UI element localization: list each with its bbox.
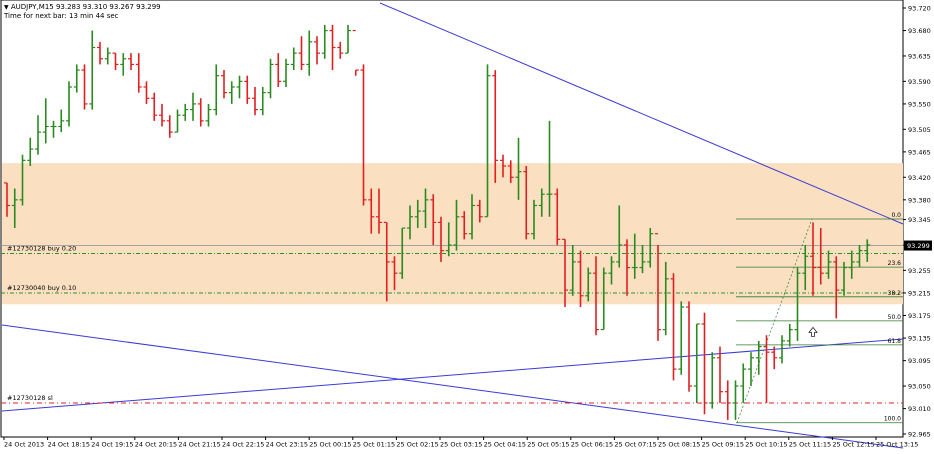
y-axis-tick-label: 92.965 [908,431,931,439]
x-axis-tick-label: 24 Oct 21:15 [178,441,220,449]
symbol-quote: ▼ AUDJPY,M15 93.283 93.310 93.267 93.299 [4,3,161,12]
y-axis-tick-label: 93.505 [908,126,931,134]
fib-level-label: 23.6 [888,260,902,267]
x-axis-tick-label: 24 Oct 22:15 [222,441,264,449]
symbol-quote-text: AUDJPY,M15 93.283 93.310 93.267 93.299 [10,3,161,11]
y-axis-tick-label: 93.175 [908,312,931,320]
fib-level-label: 100.0 [884,416,901,423]
order-label: #12730128 buy 0.20 [7,244,76,252]
y-axis-tick-label: 93.050 [908,383,931,391]
x-axis-tick-label: 24 Oct 18:15 [48,441,90,449]
trendline-lower-rising [1,338,904,412]
y-axis-tick-label: 93.680 [908,27,931,35]
x-axis-tick-label: 24 Oct 23:15 [266,441,308,449]
x-axis-tick-label: 25 Oct 03:15 [440,441,482,449]
arrow-up-icon [808,326,818,337]
x-axis-tick-label: 25 Oct 02:15 [396,441,438,449]
next-bar-timer: Time for next bar: 13 min 44 sec [4,12,119,20]
y-axis-tick-label: 93.215 [908,289,931,297]
fib-anchor-line [736,218,813,423]
y-axis-tick-label: 93.345 [908,216,931,224]
collapse-triangle-icon[interactable]: ▼ [4,4,9,11]
order-label: #12730040 buy 0.10 [7,284,76,292]
trendline-upper [379,2,904,225]
y-axis-tick-label: 93.590 [908,78,931,86]
x-axis-tick-label: 25 Oct 05:15 [527,441,569,449]
y-axis-tick-label: 93.635 [908,52,931,60]
price-zone [2,163,903,305]
x-axis-tick-label: 25 Oct 06:15 [571,441,613,449]
x-axis-tick-label: 25 Oct 01:15 [353,441,395,449]
y-axis-tick-label: 93.095 [908,357,931,365]
fib-level-label: 61.8 [888,338,902,345]
x-axis-tick-label: 25 Oct 07:15 [614,441,656,449]
fib-level-label: 0.0 [891,212,901,219]
y-axis-tick-label: 93.380 [908,196,931,204]
x-axis-tick-label: 25 Oct 13:15 [876,441,918,449]
trendline-lower-falling [1,324,904,449]
y-axis-tick-label: 93.465 [908,148,931,156]
x-axis-tick-label: 24 Oct 2013 [4,441,44,449]
x-axis-tick-label: 25 Oct 08:15 [658,441,700,449]
chart-header: ▼ AUDJPY,M15 93.283 93.310 93.267 93.299… [4,3,161,21]
y-axis-tick-label: 93.010 [908,405,931,413]
order-label: #12730128 sl [7,394,53,402]
y-axis-tick-label: 93.135 [908,335,931,343]
x-axis-tick-label: 25 Oct 12:15 [832,441,874,449]
x-axis-tick-label: 24 Oct 19:15 [91,441,133,449]
x-axis-tick-label: 25 Oct 10:15 [745,441,787,449]
current-price-label: 93.299 [907,242,930,250]
y-axis-tick-label: 93.550 [908,100,931,108]
x-axis-tick-label: 25 Oct 04:15 [484,441,526,449]
x-axis-tick-label: 25 Oct 11:15 [789,441,831,449]
fib-level-label: 38.2 [888,290,902,297]
current-price-tag [904,240,932,251]
x-axis-tick-label: 25 Oct 00:15 [309,441,351,449]
x-axis-tick-label: 25 Oct 09:15 [702,441,744,449]
y-axis-tick-label: 93.720 [908,5,931,13]
x-axis-tick-label: 24 Oct 20:15 [135,441,177,449]
fib-level-label: 50.0 [888,314,902,321]
y-axis-tick-label: 93.420 [908,174,931,182]
y-axis-tick-label: 93.255 [908,267,931,275]
